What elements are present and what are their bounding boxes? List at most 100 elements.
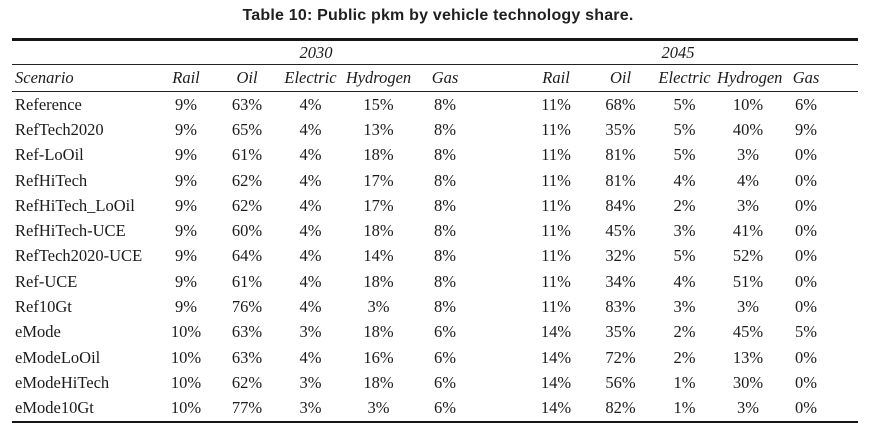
value-2045-oil: 83% (605, 297, 636, 317)
value-2045-rail: 14% (540, 398, 572, 418)
value-2030-oil: 62% (231, 195, 263, 215)
column-gap-cell (477, 143, 523, 168)
value-2045-hydrogen: 10% (732, 94, 764, 114)
value-2045-rail: 14% (540, 347, 572, 367)
row-pad-cell (833, 168, 858, 193)
value-2045-hydrogen: 30% (732, 372, 764, 392)
col-header-gas-2045: Gas (779, 64, 834, 92)
column-gap-cell (477, 320, 523, 345)
col-header-rail-2030: Rail (155, 64, 217, 92)
column-header-row: Scenario Rail Oil Electric Hydrogen Gas … (12, 64, 859, 92)
row-pad-cell (833, 193, 858, 218)
value-2045-hydrogen: 45% (732, 322, 764, 342)
value-2030-oil: 63% (231, 347, 263, 367)
col-header-rail-2045: Rail (523, 64, 590, 92)
value-2030-rail: 10% (170, 398, 202, 418)
value-2045-gas: 0% (795, 372, 818, 392)
value-2045-oil: 81% (605, 145, 636, 165)
value-2045-electric: 5% (673, 246, 696, 266)
table-row: RefHiTech-UCE 9% 60% 4% 18% 8% 11% 45% 3% 41% 0% (12, 218, 858, 243)
value-2030-hydrogen: 18% (363, 221, 394, 241)
value-2045-gas: 0% (795, 347, 818, 367)
value-2045-electric: 4% (673, 170, 696, 190)
value-2030-gas: 8% (434, 195, 457, 215)
col-header-gas-2030: Gas (413, 64, 478, 92)
value-2030-electric: 4% (299, 347, 322, 367)
value-2030-oil: 76% (231, 297, 263, 317)
value-2030-gas: 8% (434, 246, 457, 266)
public-pkm-table: 2030 2045 Scenario Rail Oil Electric Hyd… (12, 38, 859, 423)
table-row: RefHiTech 9% 62% 4% 17% 8% 11% 81% 4% 4% 0% (12, 168, 858, 193)
value-2045-rail: 11% (541, 271, 571, 291)
value-2030-hydrogen: 16% (363, 347, 394, 367)
value-2030-oil: 77% (231, 398, 263, 418)
value-2030-rail: 9% (175, 145, 197, 165)
value-2045-gas: 0% (795, 246, 818, 266)
table-row: RefHiTech_LoOil 9% 62% 4% 17% 8% 11% 84% 2% 3% 0% (12, 193, 858, 218)
column-gap-cell (477, 117, 523, 142)
value-2045-gas: 0% (795, 170, 818, 190)
value-2030-rail: 9% (175, 94, 197, 114)
value-2045-gas: 0% (795, 221, 818, 241)
table-row: Ref10Gt 9% 76% 4% 3% 8% 11% 83% 3% 3% 0% (12, 294, 858, 319)
value-2030-electric: 4% (299, 297, 322, 317)
col-header-oil-2045: Oil (589, 64, 653, 92)
value-2030-rail: 9% (175, 297, 197, 317)
value-2045-electric: 1% (673, 398, 696, 418)
column-gap-cell (477, 294, 523, 319)
year-header-row: 2030 2045 (12, 39, 859, 65)
value-2045-oil: 45% (605, 221, 636, 241)
value-2030-gas: 8% (434, 119, 457, 139)
row-pad-cell (833, 396, 858, 422)
value-2030-rail: 10% (170, 347, 202, 367)
table-row: eModeLoOil 10% 63% 4% 16% 6% 14% 72% 2% 13% 0% (12, 345, 858, 370)
value-2030-hydrogen: 13% (363, 119, 394, 139)
value-2030-gas: 8% (434, 271, 457, 291)
value-2030-gas: 8% (434, 170, 457, 190)
value-2030-electric: 4% (299, 94, 322, 114)
value-2030-hydrogen: 18% (363, 271, 394, 291)
value-2030-electric: 4% (299, 221, 322, 241)
value-2030-hydrogen: 14% (363, 246, 394, 266)
value-2045-hydrogen: 41% (732, 221, 764, 241)
value-2045-oil: 81% (605, 170, 636, 190)
value-2030-rail: 9% (175, 271, 197, 291)
scenario-cell: Ref-LoOil (15, 145, 84, 165)
row-pad-cell (833, 294, 858, 319)
value-2030-hydrogen: 18% (363, 322, 394, 342)
scenario-cell: eMode (15, 322, 61, 342)
value-2045-oil: 35% (605, 322, 636, 342)
value-2045-gas: 5% (795, 322, 818, 342)
value-2045-oil: 32% (605, 246, 636, 266)
value-2030-rail: 9% (175, 195, 197, 215)
value-2045-gas: 0% (795, 195, 818, 215)
value-2045-hydrogen: 3% (737, 297, 760, 317)
year-row-empty-cell (12, 39, 155, 65)
column-gap-cell (477, 345, 523, 370)
value-2045-oil: 34% (605, 271, 636, 291)
value-2030-electric: 4% (299, 170, 322, 190)
value-2030-hydrogen: 17% (363, 195, 394, 215)
value-2045-oil: 68% (605, 94, 636, 114)
row-pad-cell (833, 320, 858, 345)
value-2045-hydrogen: 4% (737, 170, 760, 190)
value-2030-gas: 8% (434, 145, 457, 165)
row-pad-cell (833, 370, 858, 395)
table-row: Ref-UCE 9% 61% 4% 18% 8% 11% 34% 4% 51% 0% (12, 269, 858, 294)
value-2030-oil: 63% (231, 322, 263, 342)
value-2030-hydrogen: 18% (363, 145, 394, 165)
column-gap-cell (477, 269, 523, 294)
column-gap-cell (477, 193, 523, 218)
scenario-cell: RefHiTech_LoOil (15, 195, 135, 215)
value-2045-oil: 84% (605, 195, 636, 215)
value-2030-oil: 62% (231, 372, 263, 392)
table-row: Ref-LoOil 9% 61% 4% 18% 8% 11% 81% 5% 3% 0% (12, 143, 858, 168)
table-row: RefTech2020 9% 65% 4% 13% 8% 11% 35% 5% 40% 9% (12, 117, 858, 142)
value-2030-oil: 61% (231, 145, 263, 165)
value-2045-electric: 2% (673, 322, 696, 342)
value-2045-rail: 11% (541, 297, 571, 317)
value-2045-oil: 56% (605, 372, 636, 392)
value-2030-gas: 8% (434, 221, 457, 241)
table-row: eMode 10% 63% 3% 18% 6% 14% 35% 2% 45% 5% (12, 320, 858, 345)
value-2030-gas: 6% (434, 372, 457, 392)
